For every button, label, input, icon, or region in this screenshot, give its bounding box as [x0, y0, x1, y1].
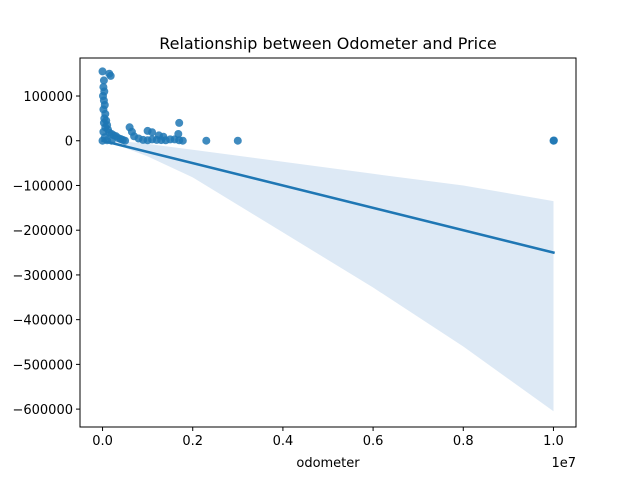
plot-area: [98, 67, 558, 412]
x-tick-label: 0.0: [92, 434, 113, 449]
x-tick-label: 0.6: [363, 434, 384, 449]
x-tick-label: 0.8: [453, 434, 474, 449]
x-axis-label: odometer: [296, 456, 360, 471]
scatter-points-layer: [98, 67, 558, 145]
y-tick-label: −600000: [12, 403, 73, 418]
scatter-point: [549, 136, 558, 145]
y-tick-label: −300000: [12, 269, 73, 284]
scatter-point: [178, 136, 187, 145]
scatter-point: [159, 132, 168, 141]
y-tick-label: −500000: [12, 358, 73, 373]
y-tick-label: 100000: [23, 90, 73, 105]
y-axis: 100000 0 −100000 −200000 −300000 −400000 −5000…: [12, 90, 80, 418]
y-tick-label: −100000: [12, 179, 73, 194]
y-tick-label: −400000: [12, 314, 73, 329]
regression-line-layer: [101, 139, 555, 255]
regression-line: [101, 139, 555, 255]
scatter-point: [202, 136, 211, 145]
scatter-point: [98, 67, 107, 76]
scatter-point: [175, 118, 184, 127]
scatter-point: [233, 136, 242, 145]
plot-frame: [79, 57, 577, 428]
x-axis-offset-label: 1e7: [551, 456, 576, 471]
x-tick-label: 0.4: [273, 434, 294, 449]
x-tick-label: 0.2: [182, 434, 203, 449]
scatter-point: [166, 135, 175, 144]
scatter-point: [121, 136, 130, 145]
chart-title: Relationship between Odometer and Price: [159, 34, 497, 53]
y-tick-label: 0: [65, 135, 73, 150]
x-tick-label: 1.0: [543, 434, 564, 449]
scatter-point: [99, 76, 108, 85]
scatter-point: [106, 71, 115, 80]
scatter-point: [148, 128, 157, 137]
x-axis: 0.0 0.2 0.4 0.6 0.8 1.0: [92, 427, 564, 449]
scatter-point: [174, 130, 183, 138]
y-tick-label: −200000: [12, 224, 73, 239]
confidence-band-layer: [102, 140, 554, 412]
confidence-band: [102, 140, 554, 412]
